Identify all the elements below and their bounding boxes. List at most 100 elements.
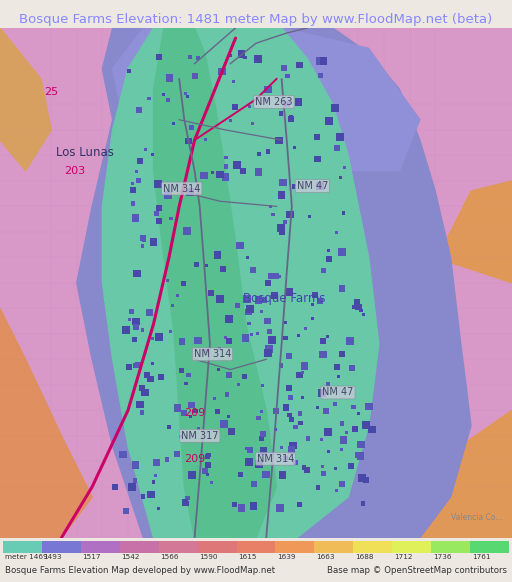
Bar: [319, 58, 327, 65]
Bar: [214, 251, 221, 259]
Bar: [275, 137, 283, 144]
Bar: [284, 321, 287, 324]
Bar: [317, 298, 324, 304]
Bar: [164, 191, 172, 199]
Bar: [186, 188, 194, 196]
Bar: [301, 371, 304, 374]
Bar: [133, 478, 137, 482]
Bar: [238, 472, 243, 477]
Bar: [167, 425, 172, 430]
Text: 1566: 1566: [160, 554, 179, 560]
Bar: [288, 116, 294, 122]
Bar: [251, 481, 258, 487]
Bar: [349, 365, 355, 371]
Bar: [41, 541, 80, 553]
Bar: [336, 133, 344, 141]
Bar: [288, 395, 293, 400]
Bar: [257, 152, 261, 157]
Bar: [301, 396, 304, 399]
Bar: [284, 101, 290, 108]
Bar: [265, 345, 273, 353]
Bar: [217, 171, 224, 178]
Bar: [135, 170, 138, 173]
Bar: [205, 455, 210, 459]
Text: 1712: 1712: [394, 554, 413, 560]
Polygon shape: [0, 308, 92, 538]
Bar: [314, 156, 321, 162]
Bar: [369, 425, 376, 433]
Bar: [80, 541, 119, 553]
Text: Bosque Farms Elevation Map developed by www.FloodMap.net: Bosque Farms Elevation Map developed by …: [5, 566, 275, 576]
Bar: [235, 303, 240, 308]
Bar: [189, 125, 194, 130]
Bar: [340, 448, 343, 450]
Bar: [154, 180, 162, 187]
Bar: [304, 467, 310, 473]
Text: Bosque Farms: Bosque Farms: [243, 292, 326, 304]
Bar: [128, 318, 131, 321]
Bar: [289, 115, 293, 119]
Bar: [147, 491, 155, 498]
Bar: [255, 168, 263, 176]
Bar: [283, 219, 287, 224]
Bar: [236, 242, 244, 250]
Text: Bosque Farms Elevation: 1481 meter Map by www.FloodMap.net (beta): Bosque Farms Elevation: 1481 meter Map b…: [19, 13, 493, 26]
Bar: [352, 426, 358, 432]
Bar: [198, 541, 237, 553]
Bar: [157, 507, 160, 510]
Bar: [184, 382, 187, 385]
Bar: [293, 425, 298, 430]
Bar: [352, 305, 356, 310]
Bar: [251, 122, 254, 125]
Bar: [289, 417, 294, 421]
Bar: [162, 93, 165, 97]
Bar: [327, 450, 330, 453]
Bar: [179, 368, 184, 373]
Bar: [232, 502, 237, 507]
Bar: [334, 145, 340, 151]
Bar: [141, 494, 145, 499]
Bar: [130, 187, 136, 193]
Bar: [296, 62, 303, 68]
Bar: [287, 413, 292, 417]
Polygon shape: [102, 28, 379, 538]
Bar: [288, 446, 295, 454]
Bar: [153, 459, 160, 466]
Polygon shape: [77, 28, 471, 538]
Text: 1517: 1517: [82, 554, 101, 560]
Bar: [260, 431, 266, 437]
Bar: [181, 410, 187, 416]
Bar: [144, 372, 150, 378]
Bar: [333, 402, 337, 406]
Bar: [169, 217, 173, 220]
Bar: [254, 55, 262, 63]
Text: NM 263: NM 263: [255, 97, 293, 107]
Bar: [264, 98, 267, 101]
Bar: [137, 158, 143, 165]
Bar: [269, 205, 272, 208]
Bar: [279, 275, 282, 278]
Bar: [321, 438, 324, 441]
Bar: [140, 236, 144, 240]
Bar: [129, 310, 134, 314]
Bar: [338, 351, 345, 357]
Bar: [261, 384, 264, 388]
Polygon shape: [113, 28, 195, 89]
Bar: [142, 237, 146, 242]
Bar: [279, 471, 286, 479]
Bar: [134, 269, 141, 277]
Bar: [360, 501, 365, 506]
Text: meter 1469: meter 1469: [5, 554, 47, 560]
Polygon shape: [0, 28, 51, 171]
Text: NM 317: NM 317: [181, 431, 219, 441]
Bar: [224, 336, 227, 339]
Bar: [182, 499, 188, 506]
Bar: [255, 460, 263, 468]
Bar: [298, 421, 303, 425]
Text: 1736: 1736: [433, 554, 452, 560]
Bar: [191, 73, 198, 79]
Text: 1493: 1493: [44, 554, 62, 560]
Bar: [273, 407, 279, 414]
Bar: [260, 410, 263, 413]
Bar: [279, 179, 287, 186]
